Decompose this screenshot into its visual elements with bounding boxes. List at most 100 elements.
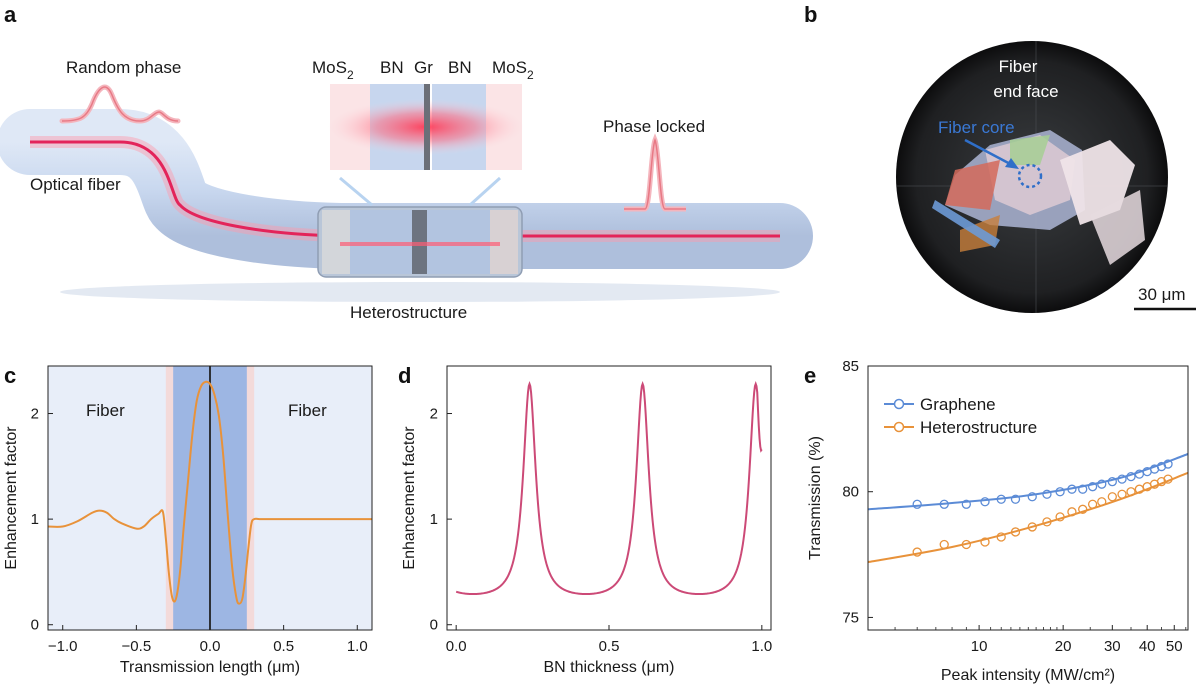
- optical-fiber-label: Optical fiber: [30, 175, 121, 194]
- chart-d-xlabel: BN thickness (μm): [543, 659, 674, 676]
- layer-label-mos2-left: MoS2: [312, 58, 354, 82]
- chart-d-xtick-label: 0.0: [446, 638, 467, 655]
- panel-label-e: e: [804, 363, 816, 388]
- fiber-core-line: [30, 140, 780, 238]
- chart-c-xtick-label: 0.0: [200, 638, 221, 655]
- chart-e-point-graphene: [1117, 474, 1127, 484]
- chart-e-point-graphene: [1027, 492, 1037, 502]
- chart-e-point-heterostructure: [1042, 517, 1052, 527]
- fiber-core-arrow: [964, 138, 1015, 168]
- chart-c-region-label-right: Fiber: [288, 401, 327, 420]
- chart-e-point-graphene: [996, 494, 1006, 504]
- chart-e-ytick-label: 75: [842, 609, 859, 626]
- chart-d-ytick-label: 0: [430, 617, 438, 634]
- heterostructure-block: [317, 206, 523, 278]
- layer-label-mos2-right: MoS2: [492, 58, 534, 82]
- chart-c-ytick-label: 1: [31, 511, 39, 528]
- chart-e-point-graphene: [1042, 489, 1052, 499]
- chart-e-point-heterostructure: [1126, 487, 1136, 497]
- panel-label-d: d: [398, 363, 411, 388]
- chart-e-ticks: 10 20 30 40 50 75 80 85: [842, 358, 1187, 655]
- chart-e-point-graphene: [1055, 487, 1065, 497]
- chart-d-series-line: [455, 380, 763, 596]
- scale-bar-label: 30 μm: [1138, 285, 1186, 304]
- chart-c-xtick-label: 1.0: [347, 638, 368, 655]
- heterostructure-inset: [328, 84, 524, 170]
- chart-e-ytick-label: 85: [842, 358, 859, 375]
- chart-e-point-heterostructure: [1067, 507, 1077, 517]
- chart-e-point-graphene: [1067, 484, 1077, 494]
- fiber-end-face-label-line1: Fiber: [999, 57, 1038, 76]
- chart-e-point-heterostructure: [1027, 522, 1037, 532]
- chart-e-point-heterostructure: [1097, 497, 1107, 507]
- zoom-line-right: [468, 176, 502, 207]
- panel-a: MoS2 BN Gr BN MoS2 Random phase Optical …: [0, 58, 813, 322]
- random-phase-pulse: [59, 84, 181, 124]
- chart-e-point-heterostructure: [912, 547, 922, 557]
- chart-e-legend: Graphene Heterostructure: [884, 395, 1037, 437]
- chart-e-xlabel: Peak intensity (MW/cm²): [941, 667, 1115, 684]
- chart-c-ytick-label: 0: [31, 617, 39, 634]
- chart-e-points: [912, 459, 1173, 557]
- layer-label-gr: Gr: [414, 58, 433, 77]
- chart-e-point-heterostructure: [1078, 504, 1088, 514]
- chart-e-xtick-label: 10: [971, 638, 988, 655]
- chart-e-point-heterostructure: [1010, 527, 1021, 537]
- chart-c-ytick-label: 2: [31, 406, 39, 423]
- chart-e-point-graphene: [939, 499, 949, 509]
- random-phase-label: Random phase: [66, 58, 181, 77]
- chart-d-ytick-label: 1: [430, 511, 438, 528]
- heterostructure-flake: [932, 130, 1145, 265]
- chart-e-point-heterostructure: [1107, 492, 1117, 502]
- fiber-core-marker: [1017, 163, 1043, 189]
- legend-heterostructure-label: Heterostructure: [920, 418, 1037, 437]
- chart-c-ticks: −1.0 −0.5 0.0 0.5 1.0 0 1 2: [31, 406, 368, 655]
- chart-c-xtick-label: −1.0: [48, 638, 78, 655]
- fiber-shadow: [60, 282, 780, 302]
- chart-c: −1.0 −0.5 0.0 0.5 1.0 0 1 2 Fiber Fiber Transmi…: [3, 365, 373, 676]
- chart-e-xtick-label: 30: [1104, 638, 1121, 655]
- chart-e-point-graphene: [1107, 477, 1117, 487]
- heterostructure-label: Heterostructure: [350, 303, 467, 322]
- layer-label-bn-right: BN: [448, 58, 472, 77]
- chart-e-point-heterostructure: [996, 532, 1006, 542]
- chart-e-point-graphene: [1097, 479, 1107, 489]
- chart-e-point-heterostructure: [980, 537, 990, 547]
- legend-heterostructure-marker: [893, 421, 905, 433]
- fiber-core-label: Fiber core: [938, 118, 1015, 137]
- zoom-line-left: [339, 176, 373, 207]
- chart-e-point-graphene: [980, 497, 990, 507]
- chart-c-ylabel: Enhancement factor: [3, 426, 20, 570]
- chart-e-ytick-label: 80: [842, 484, 859, 501]
- panel-label-c: c: [4, 363, 16, 388]
- chart-c-xtick-label: 0.5: [273, 638, 294, 655]
- legend-graphene-marker: [893, 398, 905, 410]
- chart-d: 0.0 0.5 1.0 0 1 2 BN thickness (μm) Enhanceme…: [401, 365, 773, 676]
- chart-c-xlabel: Transmission length (μm): [120, 659, 300, 676]
- chart-e-point-graphene: [1126, 471, 1136, 482]
- legend-graphene-label: Graphene: [920, 395, 996, 414]
- chart-e-point-heterostructure: [1117, 489, 1127, 499]
- chart-c-region-label-left: Fiber: [86, 401, 125, 420]
- chart-e-point-graphene: [1010, 494, 1021, 504]
- chart-d-ytick-label: 2: [430, 406, 438, 423]
- chart-e-point-heterostructure: [939, 539, 949, 550]
- chart-d-xtick-label: 1.0: [751, 638, 772, 655]
- panel-label-b: b: [804, 2, 817, 27]
- chart-e-point-graphene: [912, 499, 922, 509]
- chart-e-xtick-label: 50: [1166, 638, 1183, 655]
- chart-c-xtick-label: −0.5: [122, 638, 152, 655]
- chart-e-point-graphene: [1087, 482, 1098, 492]
- fiber-end-face-label-line2: end face: [993, 82, 1058, 101]
- chart-d-ylabel: Enhancement factor: [401, 426, 418, 570]
- chart-e-point-graphene: [1163, 459, 1173, 469]
- chart-c-series-line: [47, 380, 372, 605]
- chart-d-xtick-label: 0.5: [599, 638, 620, 655]
- chart-d-ticks: 0.0 0.5 1.0 0 1 2: [430, 406, 773, 655]
- panel-b: Fiber end face Fiber core 30 μm: [896, 41, 1196, 313]
- chart-e-ylabel: Transmission (%): [807, 436, 824, 560]
- chart-e-point-heterostructure: [961, 539, 971, 550]
- phase-locked-pulse: [624, 133, 686, 212]
- chart-e-point-graphene: [1078, 484, 1088, 494]
